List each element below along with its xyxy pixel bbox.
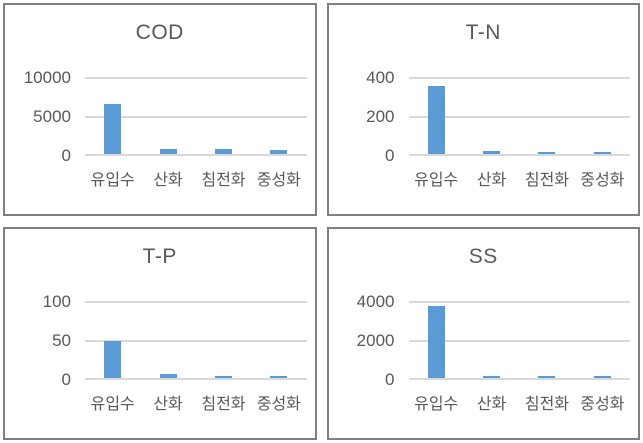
y-tick-label: 0 [61,146,71,165]
bar-중성화 [270,376,288,378]
x-category-label: 침전화 [524,396,570,413]
y-tick-label: 400 [366,68,395,87]
bar-중성화 [593,375,611,378]
y-axis: 0 200 400 [329,68,409,165]
chart-panel-tp: T-P 0 50 100 유입수 산화 침전화 중성화 [3,227,317,440]
chart-title-tn: T-N [465,21,501,44]
chart-title-ss: SS [468,245,498,268]
plot-area [85,77,307,156]
gridline [408,77,630,79]
x-category-label: 침전화 [524,172,570,189]
y-tick-label: 10000 [23,68,71,87]
bar-침전화 [214,376,232,378]
bar-유입수 [104,340,122,378]
x-category-label: 중성화 [256,172,301,189]
bar-산화 [483,376,501,378]
y-tick-label: 50 [52,331,71,350]
x-category-label: 산화 [153,396,183,413]
bar-유입수 [104,104,122,154]
bar-유입수 [427,305,445,378]
y-tick-label: 0 [61,370,71,389]
x-axis: 유입수 산화 침전화 중성화 [85,395,307,415]
bar-침전화 [214,149,232,154]
x-category-label: 산화 [476,396,507,413]
bar-침전화 [538,375,556,378]
chart-title-cod: COD [135,21,184,44]
x-axis: 유입수 산화 침전화 중성화 [85,171,307,191]
chart-title-tp: T-P [142,245,177,268]
gridline [85,340,307,342]
x-category-label: 산화 [476,172,507,189]
x-axis: 유입수 산화 침전화 중성화 [409,395,631,415]
y-tick-label: 100 [42,292,71,311]
plot-area [85,301,307,380]
gridline [85,301,307,303]
chart-panel-tn: T-N 0 200 400 유입수 산화 침전화 중성화 [326,3,640,216]
chart-body: 0 50 100 [5,292,315,389]
x-category-label: 중성화 [580,396,625,413]
x-category-label: 중성화 [580,172,625,189]
chart-body: 0 2000 4000 [329,292,639,389]
plot-area [408,301,630,380]
y-tick-label: 2000 [356,331,395,350]
bar-중성화 [593,152,611,154]
plot-area [408,77,630,156]
y-axis: 0 5000 10000 [5,68,85,165]
bar-중성화 [270,149,288,154]
x-axis-line [408,378,630,380]
chart-panel-cod: COD 0 5000 10000 유입수 산화 침전화 중성화 [3,3,317,216]
x-category-label: 침전화 [201,396,246,413]
gridline [408,340,630,342]
y-tick-label: 0 [385,146,395,165]
x-category-label: 유입수 [414,396,459,413]
x-category-label: 중성화 [256,396,301,413]
chart-body: 0 200 400 [329,68,639,165]
x-category-label: 유입수 [414,172,459,189]
y-tick-label: 0 [385,370,395,389]
bar-산화 [483,151,501,154]
gridline [85,116,307,118]
gridline [408,116,630,118]
y-axis: 0 50 100 [5,292,85,389]
x-category-label: 유입수 [90,396,135,413]
x-axis-line [85,378,307,380]
gridline [85,77,307,79]
x-axis-line [408,154,630,156]
y-tick-label: 200 [366,107,395,126]
bar-유입수 [427,85,445,154]
bar-산화 [159,148,177,154]
x-axis: 유입수 산화 침전화 중성화 [409,171,631,191]
bar-침전화 [538,152,556,154]
y-tick-label: 5000 [33,107,71,126]
x-category-label: 유입수 [90,172,135,189]
y-axis: 0 2000 4000 [329,292,409,389]
x-axis-line [85,154,307,156]
y-tick-label: 4000 [356,292,395,311]
chart-panel-ss: SS 0 2000 4000 유입수 산화 침전화 중성화 [326,227,640,440]
x-category-label: 산화 [153,172,183,189]
x-category-label: 침전화 [201,172,246,189]
gridline [408,301,630,303]
chart-body: 0 5000 10000 [5,68,315,165]
bar-산화 [159,374,177,378]
